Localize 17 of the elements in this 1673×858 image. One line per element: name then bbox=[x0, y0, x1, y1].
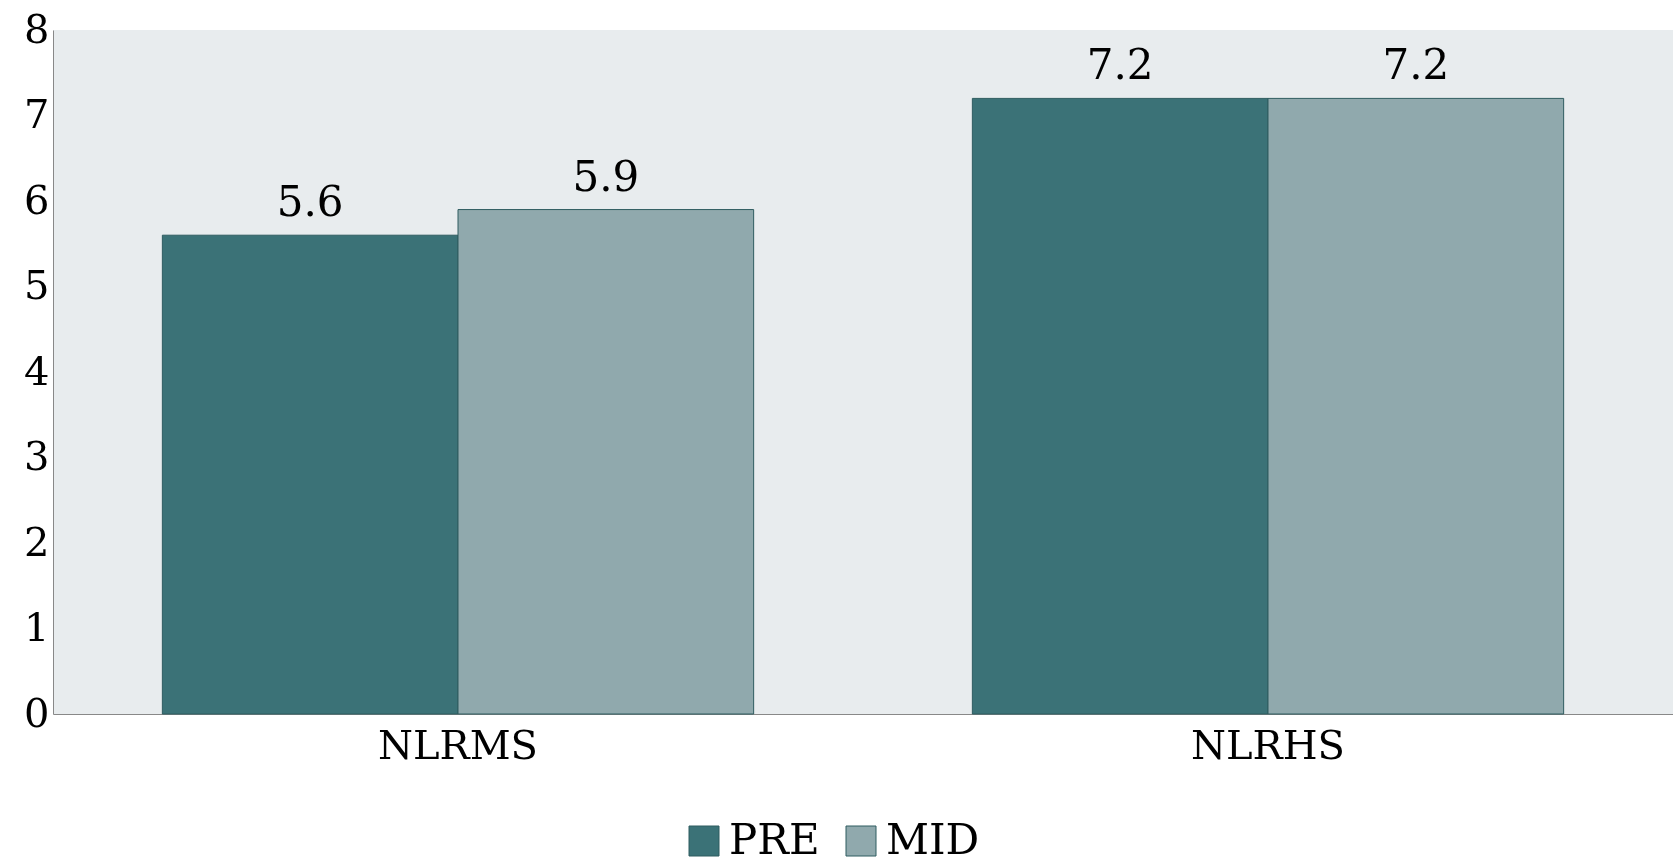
data-label: 7.2 bbox=[1086, 40, 1154, 90]
y-tick-label: 0 bbox=[24, 689, 50, 736]
y-tick-label: 4 bbox=[24, 347, 50, 394]
y-tick-label: 5 bbox=[24, 262, 50, 308]
x-tick-label: NLRHS bbox=[1191, 721, 1345, 768]
y-tick-label: 2 bbox=[24, 518, 50, 565]
y-tick-label: 1 bbox=[24, 604, 50, 650]
data-label: 7.2 bbox=[1382, 40, 1450, 90]
x-tick-label: NLRMS bbox=[377, 721, 539, 768]
legend-label: MID bbox=[886, 815, 980, 858]
data-label: 5.9 bbox=[572, 151, 640, 201]
y-tick-label: 8 bbox=[24, 5, 50, 52]
legend-label: PRE bbox=[729, 815, 820, 858]
y-tick-label: 3 bbox=[24, 433, 50, 479]
data-label: 5.6 bbox=[276, 177, 344, 227]
y-tick-label: 7 bbox=[24, 91, 50, 137]
y-tick-label: 6 bbox=[24, 176, 50, 223]
